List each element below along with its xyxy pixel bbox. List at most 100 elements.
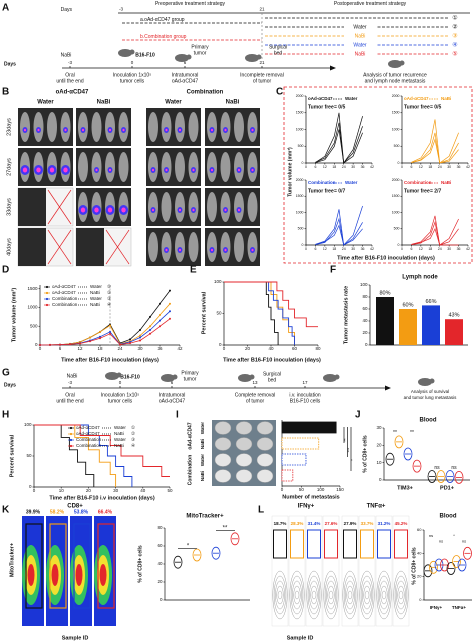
label: 33.7% [361,521,374,526]
violin [427,470,437,483]
survival-curve [224,281,295,345]
label: a.oAd-αCD47 group [140,17,185,23]
gate [25,523,43,609]
panel-label: C [276,87,283,98]
panel-label: D [2,265,9,276]
point [169,302,171,305]
contour [396,580,406,610]
label: Combination [187,90,224,96]
x-tick-label: 0 [305,247,307,251]
survival-curve [224,281,279,345]
label: Combination [76,443,102,448]
point [169,310,171,313]
contour [359,570,375,620]
contour [398,590,404,600]
point [139,336,141,339]
label: Water [90,296,102,301]
tumor-curve [315,122,363,164]
density [51,564,59,586]
y-tick-label: 80 [362,294,368,299]
label: of tumor [246,398,265,404]
bar [445,319,463,345]
survival-curve [34,424,117,487]
label: Percent survival [9,434,15,477]
point [59,343,61,346]
panel-label: E [190,265,197,276]
label: 27.6% [325,521,338,526]
contour [275,580,285,610]
signal-core [49,167,55,173]
mouse-icon [323,374,337,382]
violin [403,447,413,461]
legend-marker [45,297,49,301]
cross [105,229,130,265]
violin [423,564,433,578]
signal-core [178,128,182,132]
violin [440,558,449,572]
label: 23days [6,118,12,136]
x-tick-label: 0 [305,165,307,169]
gate [394,529,408,559]
label: Blood [420,418,437,424]
label: % of CD8+ cells [137,545,143,583]
label: oAd-αCD47 [159,398,185,404]
label-bg [344,51,376,57]
label: ns [434,465,440,471]
panel-label: J [355,410,361,421]
mouse-icon [418,378,432,386]
label: Surgical [269,44,287,50]
point [99,335,101,338]
label: 58.2% [50,509,65,515]
x-tick-label: 42 [370,165,374,169]
x-tick-label: 36 [457,247,461,251]
contour [363,585,371,605]
x-tick-label: 0 [223,346,226,351]
x-tick-label: 40 [140,488,146,493]
violin [445,470,455,483]
label: ① [107,284,112,289]
signal-core [224,128,227,132]
mouse [161,192,172,222]
tumor-curve [411,221,459,246]
tumor-curve [315,112,363,164]
x-tick-label: 0 [401,165,403,169]
label: Oral [65,72,74,78]
contour [364,590,370,600]
x-tick-label: 36 [361,247,365,251]
mouse-icon [388,60,402,68]
y-tick-label: 500 [298,144,304,148]
contour [311,590,317,600]
violin [457,558,467,572]
signal-core [151,208,155,212]
label: ③ [452,33,457,40]
point [49,343,51,346]
label: Time after B16-F10 inoculation (days) [61,357,159,363]
contour [292,580,302,610]
x-tick-label: 40 [268,346,274,351]
mouse [188,112,199,142]
label: ** [223,526,228,532]
value-label: 80% [379,290,390,296]
label: = 0/5 [334,104,345,110]
mouse-head [172,374,178,380]
imaging-photo [18,228,46,266]
y-tick-label: 0 [302,161,304,165]
label: tumor [194,50,207,56]
contour [328,590,334,600]
label: ⑤ [452,51,457,58]
label: oAd-αCD47 [52,284,76,289]
label: Percent survival [201,291,207,334]
y-tick-label: 40 [157,561,163,566]
density [75,564,83,586]
label: Intratumoral [159,392,186,398]
x-tick-label: 24 [342,165,346,169]
signal-core [81,128,85,132]
contour [307,575,321,615]
label: Water [200,454,205,467]
violin [412,459,422,473]
panel-label: H [2,410,9,421]
survival-curve [34,424,170,477]
label: Inoculation 1x10⁵ [113,72,152,78]
point [109,332,111,335]
label: 27days [6,158,12,176]
